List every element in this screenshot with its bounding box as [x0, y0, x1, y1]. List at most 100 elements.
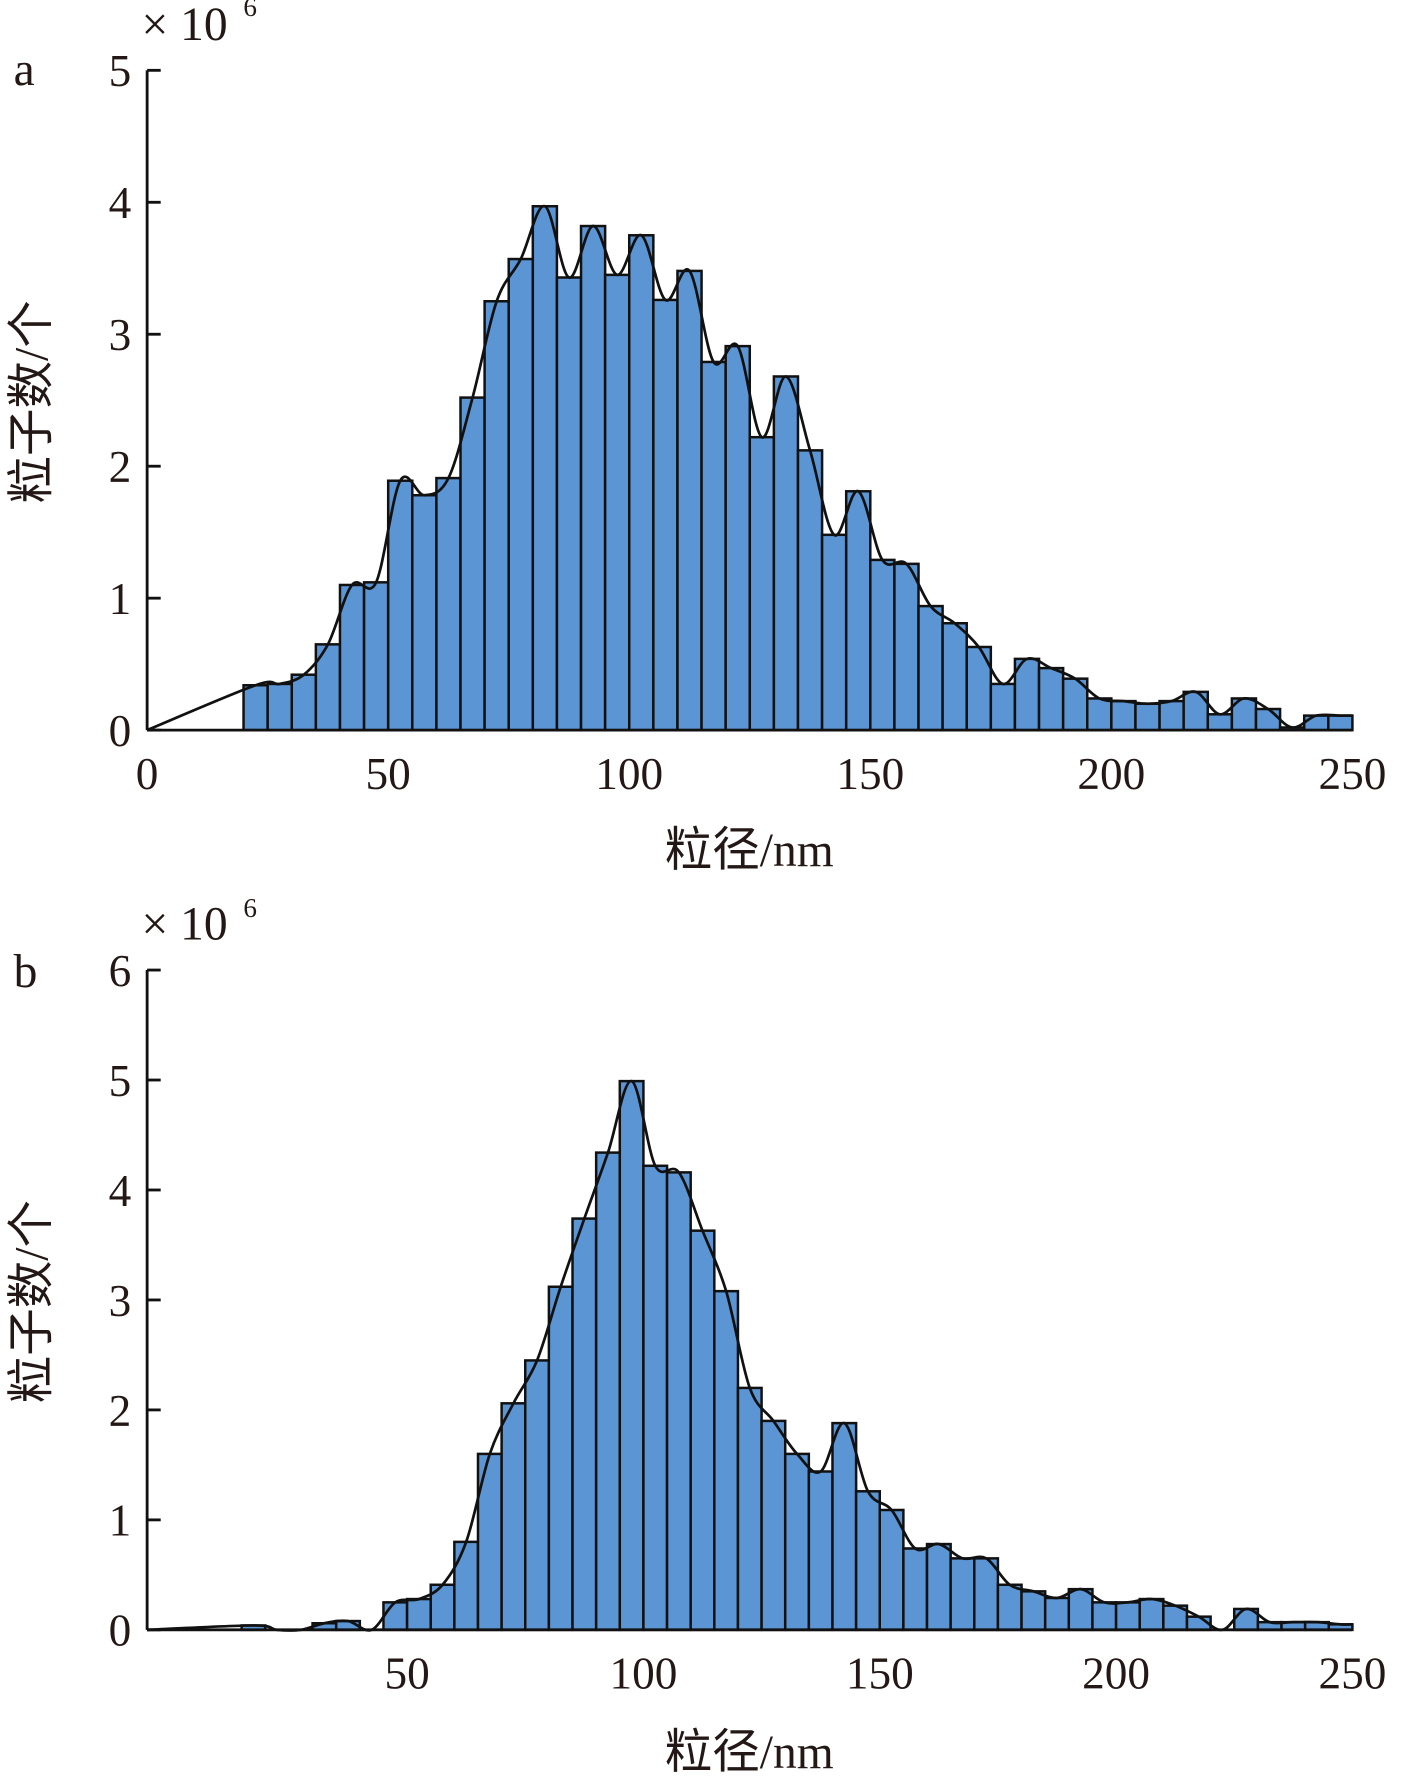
histogram-bar — [902, 1547, 929, 1632]
histogram-bar — [524, 1359, 551, 1632]
y-axis-label: 粒子数/个 — [7, 1200, 59, 1403]
x-axis-label: 粒径/nm — [665, 825, 834, 877]
histogram-bar — [748, 435, 776, 732]
histogram-bar — [1302, 714, 1330, 732]
y-tick-label: 6 — [109, 946, 132, 996]
y-tick-label: 1 — [109, 574, 132, 624]
histogram-bar — [1158, 699, 1185, 732]
histogram-bar — [869, 558, 896, 732]
histogram-bar — [627, 234, 655, 732]
histogram-bar — [783, 1452, 811, 1632]
histogram-bar — [949, 1557, 976, 1632]
x-tick-label: 200 — [1082, 1649, 1150, 1699]
y-multiplier-exponent: 6 — [243, 893, 257, 923]
histogram-bar — [807, 1470, 834, 1632]
histogram-bar — [290, 673, 318, 732]
histogram-bar — [796, 449, 824, 732]
x-tick-label: 200 — [1077, 749, 1145, 799]
histogram-bar — [547, 1285, 574, 1632]
histogram-bar — [1091, 1601, 1118, 1632]
histogram-bar — [603, 273, 631, 732]
histogram-bar — [459, 396, 486, 732]
histogram-bar — [1110, 699, 1137, 732]
histogram-bar — [382, 1601, 409, 1632]
histogram-bar — [820, 533, 848, 732]
histogram-bar — [652, 298, 679, 732]
panel-label: b — [14, 946, 38, 998]
histogram-bar — [665, 1171, 692, 1632]
histogram-bar — [676, 269, 703, 732]
y-tick-label: 3 — [109, 310, 132, 360]
y-tick-label: 4 — [109, 178, 132, 228]
histogram-bar — [531, 205, 559, 732]
y-tick-label: 0 — [109, 706, 132, 756]
histogram-bar — [973, 1557, 1000, 1632]
histogram-bar — [878, 1508, 905, 1632]
histogram-bar — [736, 1386, 763, 1632]
histogram-bar — [772, 375, 800, 732]
histogram-bar — [1067, 1587, 1094, 1632]
y-tick-label: 4 — [109, 1166, 132, 1216]
histogram-bar — [362, 581, 390, 732]
histogram-bar — [1138, 1597, 1165, 1632]
distribution-line — [146, 204, 1353, 732]
histogram-bar — [507, 257, 535, 732]
y-tick-label: 2 — [109, 442, 132, 492]
histogram-bar — [760, 1419, 787, 1632]
x-tick-label: 50 — [384, 1649, 429, 1699]
histogram-bar — [1020, 1590, 1047, 1632]
y-multiplier-exponent: 6 — [243, 0, 257, 22]
histogram-bar — [996, 1583, 1023, 1632]
histogram-bar — [483, 300, 510, 732]
x-tick-label: 100 — [609, 1649, 677, 1699]
panel-b: b × 10 6 粒子数/个 粒径/nm 0 1 2 3 4 5 6 50 100 150 200 2… — [7, 893, 1387, 1776]
histogram-bar — [1086, 697, 1113, 732]
histogram-bar — [1043, 1596, 1071, 1632]
x-tick-label: 50 — [366, 749, 411, 799]
histogram-bar — [925, 1542, 952, 1632]
histogram-bar — [405, 1597, 432, 1632]
y-multiplier: × 10 — [141, 898, 227, 950]
histogram-bar — [724, 344, 752, 732]
histogram-bar — [411, 493, 438, 732]
histogram-bar — [893, 562, 920, 732]
histogram-bar — [618, 1079, 645, 1632]
histogram-bar — [242, 684, 269, 732]
y-tick-label: 2 — [109, 1386, 132, 1436]
histogram-bar — [1134, 702, 1161, 732]
x-tick-label: 250 — [1318, 1649, 1386, 1699]
histogram-bar — [989, 682, 1017, 732]
x-tick-label: 150 — [846, 1649, 914, 1699]
histogram-bar — [453, 1540, 480, 1632]
histogram-bar — [831, 1421, 858, 1632]
y-tick-label: 3 — [109, 1276, 132, 1326]
y-axis-label: 粒子数/个 — [7, 300, 59, 503]
y-tick-label: 1 — [109, 1496, 132, 1546]
histogram-bar — [642, 1164, 669, 1632]
x-tick-label: 100 — [595, 749, 663, 799]
x-tick-label: 150 — [836, 749, 904, 799]
y-tick-label: 5 — [109, 1056, 132, 1106]
histogram-bar — [555, 276, 583, 732]
x-tick-label: 250 — [1318, 749, 1386, 799]
histogram-bar — [844, 490, 872, 732]
histogram-bar — [1254, 707, 1282, 732]
y-multiplier: × 10 — [141, 0, 227, 51]
histogram-bar — [854, 1490, 881, 1632]
histogram-bar — [579, 224, 607, 732]
histogram-bar — [713, 1289, 740, 1632]
histogram-bar — [500, 1402, 527, 1632]
histogram-bar — [1206, 713, 1234, 732]
histogram-bar — [1114, 1601, 1141, 1632]
histogram-bar — [1037, 666, 1065, 732]
histogram-bar — [571, 1217, 598, 1632]
histogram-bar — [266, 682, 294, 732]
histogram-bar — [700, 360, 727, 732]
x-tick-label: 0 — [136, 749, 159, 799]
y-tick-label: 0 — [109, 1606, 132, 1656]
histogram-bar — [1327, 714, 1354, 732]
histogram-bar — [917, 604, 944, 732]
histogram-bar — [941, 621, 968, 732]
